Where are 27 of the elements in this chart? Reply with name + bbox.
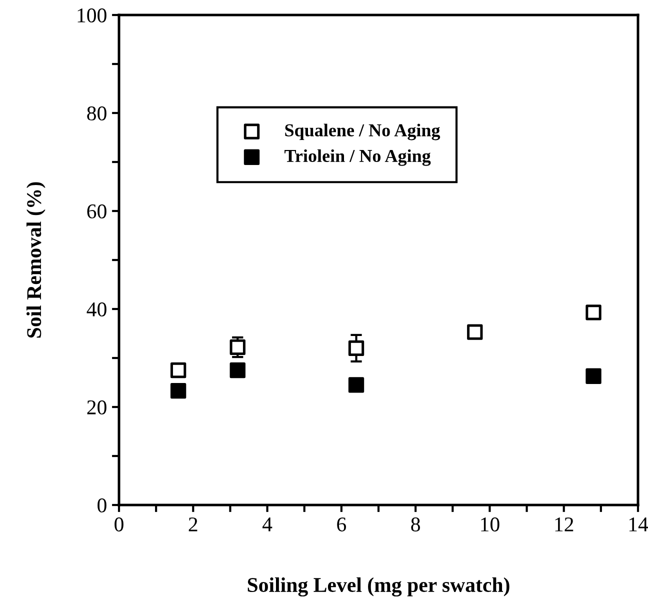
x-tick-label: 2 [188,517,198,532]
point [348,377,364,393]
x-tick-label: 4 [262,518,272,532]
point [230,339,246,356]
x-tick-label: 14 [629,518,648,532]
point [348,340,364,356]
y-tick-label: 40 [86,302,106,316]
y-axis-title: Soil Removal (%) [26,182,46,338]
legend-label: Triolein / No Aging [284,149,431,166]
point [170,362,186,378]
legend-label: Squalene / No Aging [285,124,440,140]
point [170,382,186,399]
x-tick-label: 0 [114,517,124,532]
point [467,324,483,340]
x-tick-label: 8 [411,517,420,532]
y-tick-label: 60 [87,204,106,218]
x-tick-label: 10 [481,517,500,532]
y-tick-label: 20 [87,400,106,414]
x-tick-label: 6 [337,517,346,532]
point [586,368,602,384]
y-tick-label: 80 [87,106,106,120]
y-tick-label: 100 [78,8,106,22]
point [230,362,246,378]
x-tick-label: 12 [555,517,574,532]
point [586,304,602,320]
x-axis-title: Soiling Level (mg per swatch) [248,577,510,596]
y-tick-label: 0 [98,498,106,512]
